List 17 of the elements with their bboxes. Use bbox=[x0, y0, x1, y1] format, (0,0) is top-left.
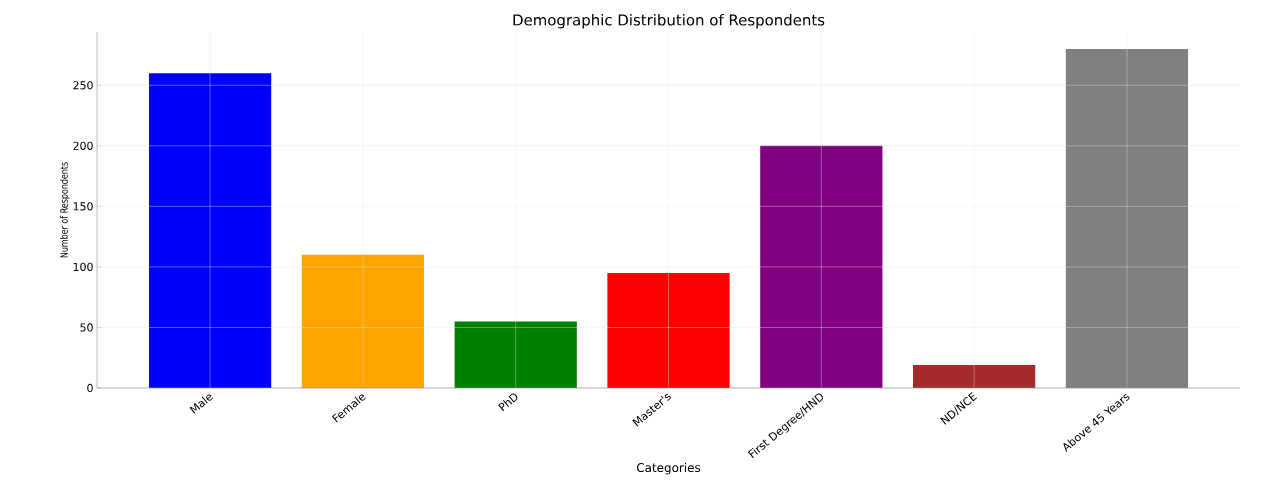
bar bbox=[607, 272, 730, 388]
y-axis-title: Number of Respondents bbox=[60, 162, 70, 258]
y-tick-label: 0 bbox=[87, 383, 93, 393]
y-tick-label: 150 bbox=[73, 202, 93, 211]
chart-title: Demographic Distribution of Respondents bbox=[513, 14, 825, 29]
x-tick-label: PhD bbox=[498, 393, 518, 412]
x-axis-title: Categories bbox=[636, 462, 701, 475]
bar bbox=[1065, 48, 1189, 388]
bar bbox=[301, 254, 425, 388]
bar bbox=[913, 364, 1036, 388]
y-tick-label: 50 bbox=[80, 323, 93, 332]
bar bbox=[148, 73, 272, 388]
y-tick-label: 250 bbox=[73, 81, 93, 90]
y-tick-label: 100 bbox=[73, 262, 93, 272]
y-tick-label: 200 bbox=[73, 141, 93, 150]
bar bbox=[760, 145, 883, 388]
bar bbox=[454, 321, 577, 388]
